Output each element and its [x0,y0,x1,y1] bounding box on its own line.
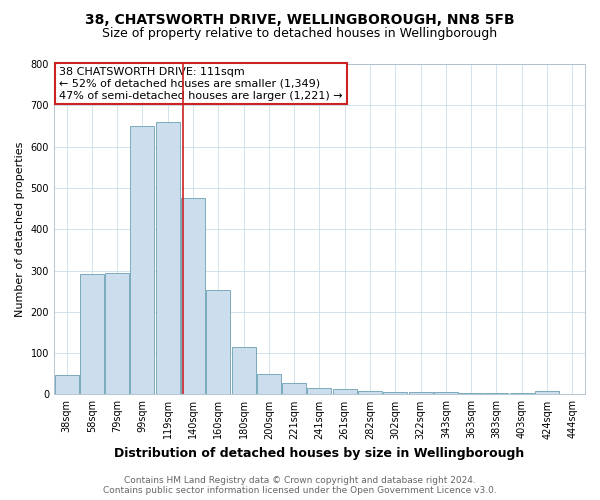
Text: Size of property relative to detached houses in Wellingborough: Size of property relative to detached ho… [103,28,497,40]
Bar [232,347,256,395]
Bar [130,126,154,394]
Bar [156,122,180,394]
Bar [105,272,129,394]
Bar [383,392,407,394]
Bar [206,290,230,395]
Bar [358,391,382,394]
Bar [510,393,534,394]
Bar [181,198,205,394]
Bar [333,389,357,394]
Text: 38, CHATSWORTH DRIVE, WELLINGBOROUGH, NN8 5FB: 38, CHATSWORTH DRIVE, WELLINGBOROUGH, NN… [85,12,515,26]
Bar [434,392,458,394]
Bar [535,391,559,394]
Bar [409,392,433,394]
Bar [307,388,331,394]
Bar [80,274,104,394]
Bar [55,375,79,394]
Text: 38 CHATSWORTH DRIVE: 111sqm
← 52% of detached houses are smaller (1,349)
47% of : 38 CHATSWORTH DRIVE: 111sqm ← 52% of det… [59,68,343,100]
X-axis label: Distribution of detached houses by size in Wellingborough: Distribution of detached houses by size … [115,447,524,460]
Bar [459,393,483,394]
Bar [484,393,508,394]
Bar [257,374,281,394]
Bar [282,383,306,394]
Y-axis label: Number of detached properties: Number of detached properties [15,142,25,317]
Text: Contains HM Land Registry data © Crown copyright and database right 2024.
Contai: Contains HM Land Registry data © Crown c… [103,476,497,495]
